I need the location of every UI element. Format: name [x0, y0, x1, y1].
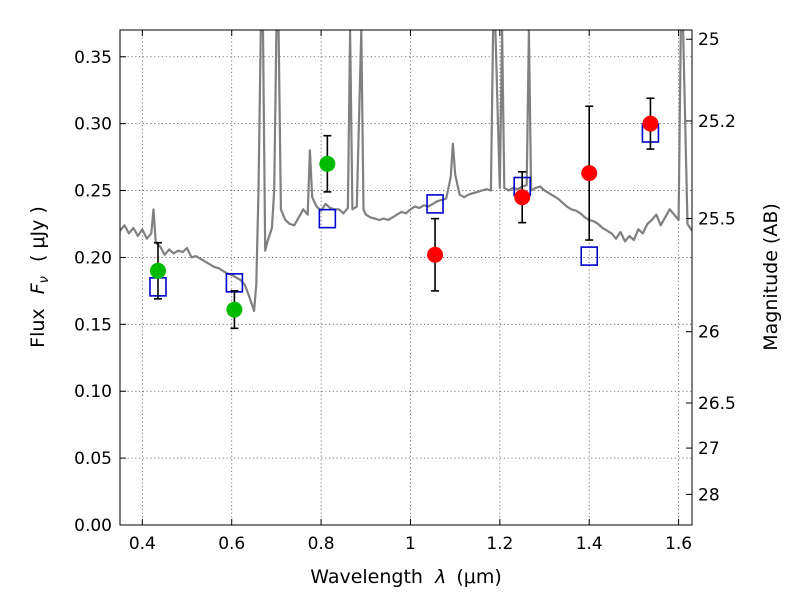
y-tick-label: 0.15 [74, 315, 112, 335]
observed-flux-point-red [581, 165, 598, 182]
x-tick-label: 1.2 [486, 534, 513, 554]
magnitude-tick-label: 25 [698, 30, 720, 50]
data-layer [120, 30, 692, 330]
y-tick-label: 0.05 [74, 449, 112, 469]
observed-flux-point-red [427, 246, 444, 263]
observed-flux-point-green [149, 262, 166, 279]
y-tick-label: 0.20 [74, 248, 112, 268]
magnitude-axis-label: Magnitude (AB) [760, 203, 782, 351]
x-tick-label: 0.6 [218, 534, 245, 554]
grid [120, 30, 692, 526]
magnitude-tick-label: 25.5 [698, 210, 736, 230]
y-tick-label: 0.10 [74, 382, 112, 402]
observed-flux-point-red [514, 189, 531, 206]
x-axis-label: Wavelength λ (μm) [310, 566, 501, 588]
observed-flux-point-green [319, 155, 336, 172]
plot-frame [119, 29, 693, 526]
model-flux-square [426, 194, 444, 214]
x-tick-label: 0.4 [129, 534, 156, 554]
plot-area [120, 30, 692, 525]
model-flux-square [318, 208, 337, 229]
x-tick-label: 1.6 [665, 534, 692, 554]
magnitude-tick-label: 28 [698, 485, 720, 505]
axes: 0.4 0.6 0.8 1 1.2 1.4 1.6 0.00 0.05 0.10 0.15 0.20 0… [74, 30, 736, 554]
observed-flux-point-red [642, 115, 659, 132]
x-tick-label: 1.4 [576, 534, 603, 554]
observed-flux-point-green [226, 301, 243, 318]
magnitude-tick-label: 27 [698, 439, 720, 459]
y-axis-label: Flux Fν ( μJy ) [27, 206, 53, 348]
y-tick-label: 0.25 [74, 182, 112, 202]
model-spectrum-line [120, 30, 692, 312]
y-tick-label: 0.30 [74, 115, 112, 135]
model-flux-square [580, 246, 599, 266]
magnitude-tick-label: 25.2 [698, 112, 736, 132]
magnitude-tick-label: 26 [698, 323, 720, 343]
y-tick-label: 0.00 [74, 516, 112, 536]
x-tick-label: 1 [405, 534, 416, 554]
x-tick-label: 0.8 [308, 534, 335, 554]
magnitude-tick-label: 26.5 [698, 394, 736, 414]
y-tick-label: 0.35 [74, 48, 112, 68]
